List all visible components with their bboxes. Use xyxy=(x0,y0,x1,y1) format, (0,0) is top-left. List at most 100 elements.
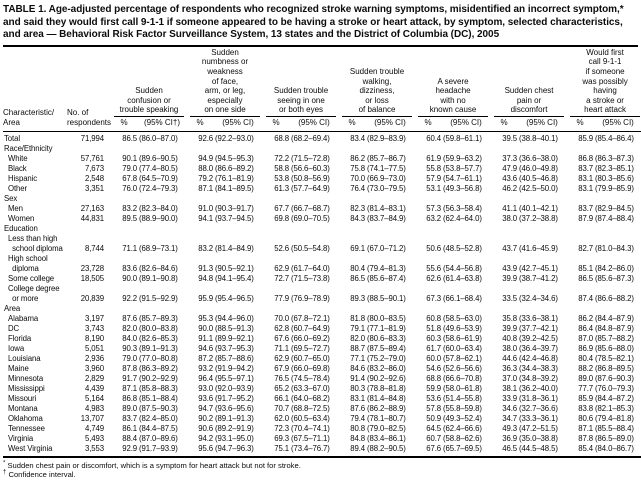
percent-value: 83.7 xyxy=(122,413,137,423)
percent-value: 67.7 xyxy=(274,203,289,213)
percent-value: 80.6 xyxy=(578,413,594,423)
percent-value: 94.2 xyxy=(198,433,213,443)
confidence-interval: (81.4–84.8) xyxy=(367,393,406,403)
confidence-interval: (36.4–39.7) xyxy=(519,343,558,353)
confidence-interval: (84.8–87.9) xyxy=(595,323,634,333)
confidence-interval: (41.6–45.9) xyxy=(519,243,558,253)
respondents-count: 5,493 xyxy=(84,433,104,443)
confidence-interval: (66.0–69.2) xyxy=(291,333,330,343)
group-header-label: Sudden trouble seeing in one or both eye… xyxy=(266,86,337,117)
percent-value: 95.6 xyxy=(187,443,213,458)
table-row: Minnesota 2,829 91.7 (90.2–92.9) 96.4 (95.5–9… xyxy=(3,374,641,384)
confidence-interval: (85.8–88.3) xyxy=(139,383,178,393)
confidence-interval: (67.5–71.1) xyxy=(291,433,330,443)
table-row: West Virginia 3,553 92.9 (91.7–93.9) 95.6 (94… xyxy=(3,443,641,458)
confidence-interval: (95.4–96.5) xyxy=(215,293,254,303)
confidence-interval: (95.5–97.1) xyxy=(215,373,254,383)
percent-value: 61.7 xyxy=(426,343,442,353)
confidence-interval: (79.4–81.8) xyxy=(595,413,634,423)
percent-value: 62.9 xyxy=(274,353,289,363)
percent-value: 71.1 xyxy=(122,243,137,253)
respondents-count: 3,553 xyxy=(65,443,111,458)
group-header-label: A severe headache with no known cause xyxy=(418,77,489,117)
confidence-interval: (93.6–95.6) xyxy=(215,403,254,413)
percent-value: 63.2 xyxy=(426,213,442,223)
confidence-interval: (86.5–89.0) xyxy=(595,433,634,443)
confidence-interval: (79.9–85.9) xyxy=(595,183,634,193)
percent-value: 82.0 xyxy=(350,333,366,343)
percent-value: 37.3 xyxy=(502,153,518,163)
percent-value: 87.6 xyxy=(122,313,137,323)
percent-value: 84.8 xyxy=(350,433,366,443)
confidence-interval: (76.9–78.9) xyxy=(291,293,330,303)
percent-value: 39.9 xyxy=(502,323,518,333)
confidence-interval: (74.5–78.4) xyxy=(291,373,330,383)
percent-value: 83.2 xyxy=(122,203,137,213)
section-row: Race/Ethnicity xyxy=(3,144,641,154)
confidence-interval: (86.3–89.2) xyxy=(139,363,178,373)
confidence-interval: (78.8–81.8) xyxy=(367,383,406,393)
percent-value: 38.1 xyxy=(502,383,518,393)
percent-value: 92.6 xyxy=(198,133,213,143)
section-row: Area xyxy=(3,304,641,314)
percent-value: 65.2 xyxy=(274,383,289,393)
percent-value: 77.1 xyxy=(350,353,366,363)
confidence-interval: (58.6–61.9) xyxy=(443,333,482,343)
confidence-interval: (88.5–90.1) xyxy=(367,293,406,303)
percent-value: 67.6 xyxy=(415,443,441,458)
row-label: Men xyxy=(8,203,23,213)
respondents-count: 71,994 xyxy=(80,133,104,143)
percent-value: 87.1 xyxy=(122,383,137,393)
col-header-characteristic-area: Characteristic/ Area xyxy=(3,47,65,132)
table-row: Less than high school diploma 8,744 71.1 (6… xyxy=(3,234,641,254)
percent-value: 83.7 xyxy=(578,163,594,173)
confidence-interval: (47.2–51.5) xyxy=(519,423,558,433)
confidence-interval: (48.5–52.8) xyxy=(443,243,482,253)
row-label: Montana xyxy=(8,403,38,413)
percent-value: 46.2 xyxy=(502,183,518,193)
percent-value: 90.0 xyxy=(198,323,213,333)
col-header-severe-headache: A severe headache with no known cause xyxy=(415,48,491,117)
asterisk-marker: * xyxy=(3,460,6,466)
respondents-count: 44,831 xyxy=(80,213,104,223)
percent-value: 86.5 xyxy=(122,133,137,143)
percent-value: 34.7 xyxy=(502,413,518,423)
percent-value: 80.3 xyxy=(350,383,366,393)
confidence-interval: (77.4–80.5) xyxy=(139,163,178,173)
confidence-interval: (86.6–88.2) xyxy=(595,293,634,303)
percent-value: 82.7 xyxy=(578,243,594,253)
confidence-interval: (89.9–92.1) xyxy=(215,333,254,343)
percent-value: 91.7 xyxy=(122,373,137,383)
confidence-interval: (89.1–90.8) xyxy=(139,273,178,283)
percent-value: 87.8 xyxy=(578,433,594,443)
section-label: Sex xyxy=(4,193,18,203)
confidence-interval: (32.4–34.6) xyxy=(519,293,558,303)
confidence-interval: (61.7–64.0) xyxy=(291,263,330,273)
confidence-interval: (85.5–88.4) xyxy=(595,423,634,433)
group-header-label: Sudden trouble walking, dizziness, or lo… xyxy=(342,67,413,117)
percent-value: 53.8 xyxy=(274,173,289,183)
confidence-interval: (85.7–89.3) xyxy=(139,313,178,323)
confidence-interval: (75.2–79.0) xyxy=(367,353,406,363)
row-label: West Virginia xyxy=(3,443,65,458)
table-row: Tennessee 4,749 86.1 (84.4–87.5) 90.6 (89.2–9… xyxy=(3,424,641,434)
footnote-symptom: * Sudden chest pain or discomfort, which… xyxy=(3,460,638,470)
confidence-interval: (34.8–39.2) xyxy=(519,373,558,383)
percent-value: 95.9 xyxy=(198,293,213,303)
percent-value: 86.2 xyxy=(350,153,366,163)
respondents-count: 27,163 xyxy=(80,203,104,213)
pct-header: % xyxy=(567,116,594,132)
percent-value: 96.4 xyxy=(198,373,213,383)
confidence-interval: (58.0–61.8) xyxy=(443,383,482,393)
table-row: Virginia 5,493 88.4 (87.0–89.6) 94.2 (93.1–95… xyxy=(3,434,641,444)
percent-value: 83.6 xyxy=(122,263,137,273)
respondents-count: 23,728 xyxy=(80,263,104,273)
row-label: Minnesota xyxy=(8,373,44,383)
table-title: TABLE 1. Age-adjusted percentage of resp… xyxy=(3,4,638,47)
group-header-label: Sudden confusion or trouble speaking xyxy=(114,86,184,117)
table-row: Iowa 5,051 90.3 (89.1–91.3) 94.6 (93.7–95.3) 7… xyxy=(3,344,641,354)
percent-value: 94.9 xyxy=(198,153,213,163)
section-label: Race/Ethnicity xyxy=(4,143,53,153)
confidence-interval: (66.7–68.7) xyxy=(291,203,330,213)
respondents-count: 13,707 xyxy=(80,413,104,423)
